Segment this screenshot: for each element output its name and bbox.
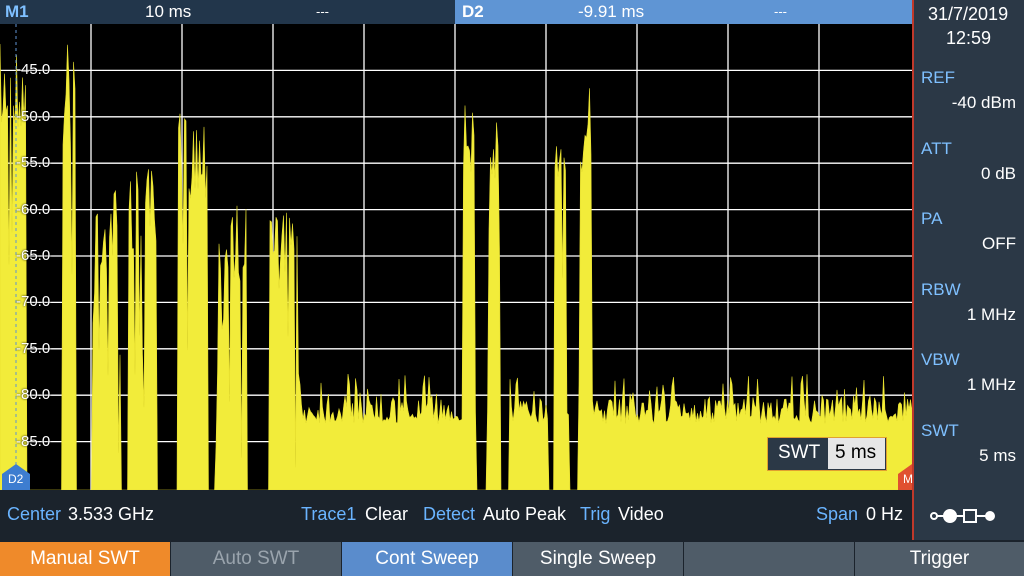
y-label: -45.0 [16, 61, 51, 79]
marker2-value: -9.91 ms [578, 2, 645, 21]
setting-value: 5 ms [979, 445, 1016, 465]
date: 31/7/2019 [928, 4, 1009, 24]
swt-box-field [828, 438, 885, 469]
setting-value: 1 MHz [966, 304, 1016, 324]
setting-value: -40 dBm [951, 93, 1016, 112]
setting-label: REF [921, 68, 955, 87]
softkey[interactable]: Manual SWT [0, 542, 170, 576]
flag-left-label: D2 [8, 472, 24, 486]
softkey[interactable]: Trigger [855, 542, 1024, 576]
marker2-label: D2 [462, 2, 484, 21]
center-label: Center [7, 504, 62, 524]
softkey-empty[interactable] [684, 542, 854, 576]
y-label: -50.0 [16, 107, 51, 125]
center-value: 3.533 GHz [68, 504, 155, 524]
softkey[interactable]: Single Sweep [513, 542, 683, 576]
setting-label: SWT [921, 420, 959, 440]
flag-right-label: M [903, 472, 913, 486]
setting-value: 0 dB [981, 163, 1016, 183]
trace-plot [0, 24, 912, 490]
flag-right [898, 464, 912, 490]
setting-label: VBW [921, 350, 960, 369]
y-label: -65.0 [16, 247, 51, 264]
time: 12:59 [946, 28, 992, 48]
setting-label: ATT [921, 138, 952, 158]
setting-value: OFF [982, 234, 1016, 253]
softkey[interactable]: Auto SWT [171, 542, 341, 576]
trig-value: Video [618, 504, 664, 524]
y-label: -75.0 [16, 339, 51, 357]
marker2-extra: --- [774, 4, 787, 19]
trace-label: Trace1 [301, 504, 357, 524]
trace [0, 43, 912, 490]
marker2-bar [455, 0, 912, 24]
flag-left [2, 464, 30, 490]
y-label: -85.0 [16, 432, 51, 450]
softkey[interactable]: Cont Sweep [342, 542, 512, 576]
span-value: 0 Hz [866, 504, 904, 524]
swt-box-value: 5 ms [835, 442, 877, 463]
span-label: Span [816, 504, 859, 524]
setting-label: RBW [921, 279, 961, 299]
detect-label: Detect [423, 504, 476, 524]
y-label: -60.0 [16, 200, 51, 218]
trace-value: Clear [365, 504, 409, 524]
y-label: -55.0 [16, 154, 51, 172]
marker1-bar [0, 0, 455, 24]
settings-panel [912, 0, 1024, 540]
detect-value: Auto Peak [483, 504, 567, 524]
connection-icon [930, 509, 995, 523]
y-label: -80.0 [16, 386, 51, 404]
marker1-label: M1 [5, 2, 29, 21]
setting-value: 1 MHz [966, 375, 1016, 394]
marker1-extra: --- [316, 4, 329, 19]
trig-label: Trig [580, 504, 611, 524]
swt-box-label: SWT [778, 442, 821, 463]
y-label: -70.0 [16, 293, 51, 311]
marker1-value: 10 ms [145, 2, 192, 21]
setting-label: PA [921, 209, 943, 228]
